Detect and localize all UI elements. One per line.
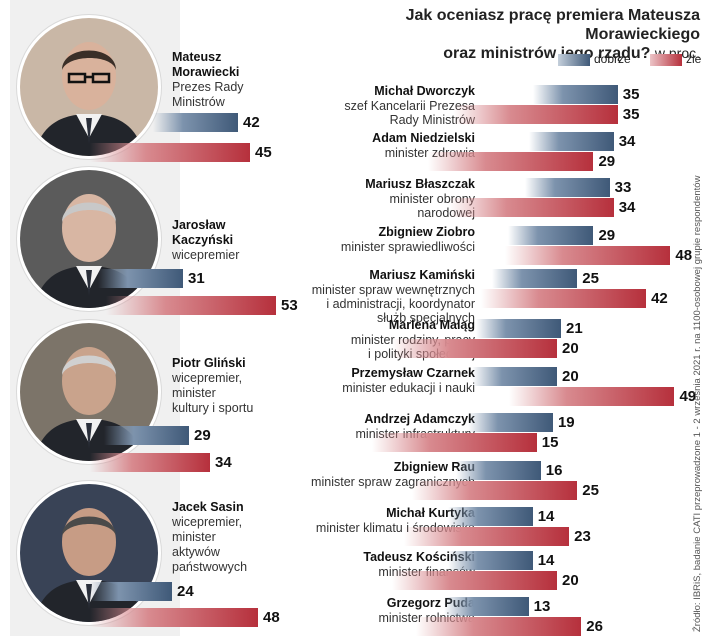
minister-name: Mariusz Kamiński xyxy=(369,268,475,282)
minister-value-good: 35 xyxy=(622,86,640,103)
minister-bar-bad xyxy=(392,339,557,358)
minister-bar-bad xyxy=(481,289,647,308)
minister-value-good: 34 xyxy=(618,133,636,150)
minister-value-good: 21 xyxy=(566,320,583,337)
minister-value-good: 16 xyxy=(545,462,563,479)
minister-value-good: 29 xyxy=(598,227,616,244)
minister-name: Adam Niedzielski xyxy=(372,131,475,145)
minister-bar-bad xyxy=(505,246,671,265)
featured-value-bad: 53 xyxy=(281,297,298,314)
minister-bar-good xyxy=(492,269,578,288)
person-portrait xyxy=(20,18,158,156)
featured-role: wicepremier, minister aktywów państwowyc… xyxy=(172,515,248,574)
minister-bar-good xyxy=(528,132,614,151)
minister-value-bad: 48 xyxy=(675,247,693,264)
minister-value-bad: 29 xyxy=(598,153,616,170)
minister-value-good: 13 xyxy=(533,598,551,615)
featured-role: wicepremier, minister kultury i sportu xyxy=(172,371,254,415)
featured-bar-bad xyxy=(106,296,276,315)
featured-bar-good xyxy=(90,582,172,601)
minister-bar-bad xyxy=(404,527,570,546)
featured-bar-good xyxy=(98,269,183,288)
minister-bar-bad xyxy=(392,571,557,590)
minister-value-good: 19 xyxy=(557,414,575,431)
featured-bar-good xyxy=(104,426,189,445)
minister-bar-good xyxy=(508,226,594,245)
minister-bar-bad xyxy=(428,152,594,171)
minister-value-bad: 35 xyxy=(622,106,640,123)
minister-bar-good xyxy=(524,178,610,197)
chart-title: Jak oceniasz pracę premiera Mateusza Mor… xyxy=(300,6,700,63)
legend: dobrze źle xyxy=(558,52,708,68)
minister-value-good: 20 xyxy=(562,368,579,385)
minister-name: Michał Dworczyk xyxy=(374,84,475,98)
featured-role: wicepremier xyxy=(172,248,240,262)
featured-bar-bad xyxy=(90,143,250,162)
minister-value-good: 14 xyxy=(537,508,555,525)
minister-value-bad: 49 xyxy=(679,388,697,405)
title-line-1: Jak oceniasz pracę premiera Mateusza Mor… xyxy=(405,7,700,43)
featured-value-good: 42 xyxy=(243,114,260,131)
minister-bar-bad xyxy=(452,105,618,124)
minister-bar-good xyxy=(443,597,529,616)
minister-name: Marlena Maląg xyxy=(388,318,475,332)
minister-bar-bad xyxy=(509,387,675,406)
minister-value-bad: 23 xyxy=(574,528,591,545)
title-line-2: oraz ministrów jego rządu? xyxy=(443,45,651,62)
minister-value-good: 33 xyxy=(614,179,632,196)
featured-value-good: 31 xyxy=(188,270,205,287)
minister-value-good: 25 xyxy=(582,270,599,287)
minister-value-bad: 42 xyxy=(651,290,668,307)
featured-bar-bad xyxy=(90,608,258,627)
minister-bar-bad xyxy=(371,433,537,452)
minister-value-bad: 26 xyxy=(586,618,603,635)
featured-value-bad: 48 xyxy=(263,609,280,626)
person-portrait xyxy=(20,484,158,622)
featured-role: Prezes Rady Ministrów xyxy=(172,80,244,109)
minister-bar-good xyxy=(447,551,533,570)
minister-bar-bad xyxy=(448,198,614,217)
minister-name: Zbigniew Rau xyxy=(393,460,475,474)
minister-value-bad: 25 xyxy=(582,482,599,499)
minister-value-bad: 34 xyxy=(618,199,636,216)
minister-value-bad: 20 xyxy=(562,572,579,589)
minister-name: Przemysław Czarnek xyxy=(351,366,475,380)
minister-bar-good xyxy=(472,367,557,386)
featured-bar-good xyxy=(153,113,238,132)
minister-value-bad: 20 xyxy=(562,340,579,357)
minister-value-good: 14 xyxy=(537,552,555,569)
featured-name: Mateusz Morawiecki xyxy=(172,50,240,79)
minister-name: Andrzej Adamczyk xyxy=(364,412,475,426)
featured-value-bad: 45 xyxy=(255,144,272,161)
minister-bar-good xyxy=(447,507,533,526)
legend-swatch-bad xyxy=(650,54,682,66)
minister-bar-bad xyxy=(416,617,582,636)
featured-value-bad: 34 xyxy=(215,454,232,471)
minister-bar-good xyxy=(467,413,553,432)
featured-value-good: 29 xyxy=(194,427,211,444)
legend-swatch-good xyxy=(558,54,590,66)
minister-bar-bad xyxy=(412,481,578,500)
minister-bar-good xyxy=(532,85,618,104)
minister-value-bad: 15 xyxy=(541,434,559,451)
featured-name: Jacek Sasin xyxy=(172,500,244,514)
minister-name: Zbigniew Ziobro xyxy=(378,225,475,239)
minister-role: minister sprawiedliwości xyxy=(340,240,475,254)
featured-value-good: 24 xyxy=(177,583,194,600)
portrait-illustration xyxy=(20,484,158,622)
person-portrait xyxy=(20,170,158,308)
minister-bar-good xyxy=(476,319,562,338)
minister-role: minister edukacji i nauki xyxy=(342,381,475,395)
featured-bar-bad xyxy=(90,453,210,472)
featured-name: Jarosław Kaczyński xyxy=(172,218,234,247)
minister-role: minister spraw wewnętrznych i administra… xyxy=(311,283,475,325)
featured-name: Piotr Gliński xyxy=(172,356,246,370)
minister-name: Mariusz Błaszczak xyxy=(365,177,475,191)
legend-label-good: dobrze xyxy=(594,52,631,66)
minister-name: Tadeusz Kościński xyxy=(363,550,475,564)
source-note: Źródło: IBRiS, badanie CATI przeprowadzo… xyxy=(692,175,703,632)
portrait-illustration xyxy=(20,18,158,156)
minister-bar-good xyxy=(455,461,541,480)
legend-label-bad: źle xyxy=(686,52,702,66)
